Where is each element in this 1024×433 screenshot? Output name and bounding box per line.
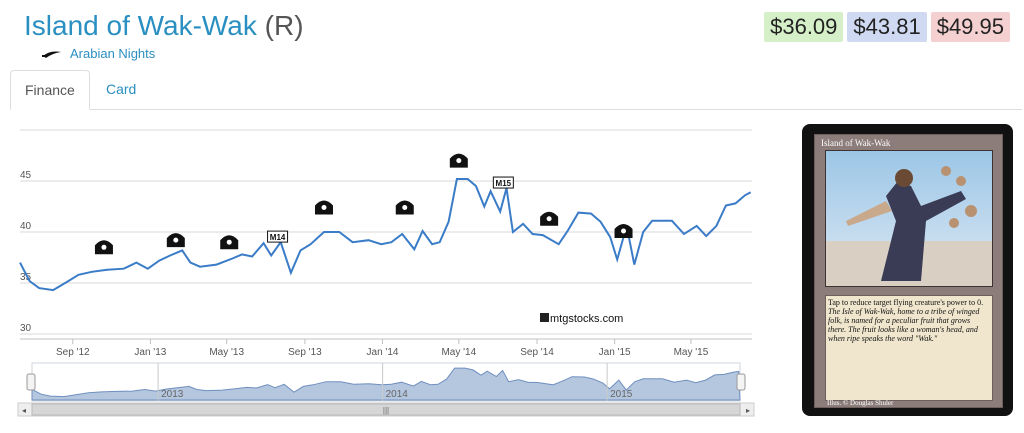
scroll-left-arrow-icon[interactable]: ◂ — [22, 406, 26, 415]
set-name: Arabian Nights — [70, 46, 156, 61]
range-navigator[interactable]: 2013 2014 2015 — [26, 362, 746, 402]
card-title: Island of Wak-Wak (R) — [24, 10, 304, 42]
watermark: mtgstocks.com — [540, 313, 623, 325]
set-symbol-trident-icon[interactable] — [314, 200, 333, 215]
scrollbar-grip-icon: ||| — [383, 406, 389, 415]
card-image-title: Island of Wak-Wak — [821, 138, 891, 148]
tab-finance[interactable]: Finance — [10, 70, 90, 110]
price-series-line — [19, 178, 752, 292]
set-symbol-crown-icon[interactable] — [94, 240, 113, 255]
x-tick-label: Jan '13 — [134, 347, 166, 358]
y-tick-label: 45 — [20, 170, 32, 181]
tab-bar: Finance Card — [10, 70, 1022, 110]
marker-label: M15 — [496, 179, 512, 188]
card-face: Island of Wak-Wak Tap to reduce target f… — [814, 134, 1003, 408]
set-symbol-khans-icon[interactable] — [540, 211, 559, 226]
y-tick-label: 40 — [20, 221, 32, 232]
x-tick-label: Sep '14 — [520, 347, 554, 358]
navigator-left-handle[interactable] — [26, 373, 36, 391]
scrollbar-thumb[interactable] — [31, 403, 741, 416]
set-symbol-dragon-icon[interactable] — [614, 223, 633, 238]
x-tick-label: Sep '12 — [56, 347, 90, 358]
scimitar-icon — [42, 51, 61, 58]
x-tick-label: Sep '13 — [288, 347, 322, 358]
navigator-year-label: 2013 — [161, 389, 184, 400]
card-artist: Illus. © Douglas Shuler — [827, 399, 894, 407]
set-symbol-trident-icon[interactable] — [395, 200, 414, 215]
price-average: $43.81 — [847, 12, 927, 42]
core-set-marker[interactable]: M15 — [492, 176, 514, 189]
x-tick-label: Jan '15 — [599, 347, 631, 358]
price-low: $36.09 — [764, 12, 844, 42]
card-image: Island of Wak-Wak Tap to reduce target f… — [802, 124, 1013, 416]
card-flavor-text: The Isle of Wak-Wak, home to a tribe of … — [828, 307, 980, 343]
card-text-box: Tap to reduce target flying creature's p… — [825, 295, 993, 401]
price-high: $49.95 — [930, 12, 1010, 42]
marker-label: M14 — [270, 233, 286, 242]
card-name: Island of Wak-Wak — [24, 10, 257, 41]
scroll-right-arrow-icon[interactable]: ▸ — [746, 406, 750, 415]
x-tick-label: Jan '14 — [367, 347, 399, 358]
tab-card[interactable]: Card — [106, 81, 137, 97]
card-artwork — [825, 150, 993, 287]
x-tick-label: May '14 — [441, 347, 476, 358]
navigator-series-area — [31, 367, 741, 401]
price-chart[interactable]: 30 35 40 45 Sep '12 Jan '13 May '13 Sep '13 Jan… — [0, 110, 790, 428]
navigator-year-label: 2015 — [610, 389, 633, 400]
y-tick-label: 35 — [20, 272, 32, 283]
set-link[interactable]: Arabian Nights — [42, 46, 155, 61]
x-tick-label: May '15 — [674, 347, 709, 358]
card-rules-text: Tap to reduce target flying creature's p… — [828, 298, 984, 307]
price-chart-area: 30 35 40 45 Sep '12 Jan '13 May '13 Sep '13 Jan… — [0, 110, 790, 428]
card-rarity: (R) — [264, 10, 304, 41]
y-tick-label: 30 — [20, 323, 32, 334]
watermark-text: mtgstocks.com — [550, 313, 623, 325]
navigator-right-handle[interactable] — [736, 373, 746, 391]
core-set-marker[interactable]: M14 — [267, 230, 289, 243]
set-symbol-wing-icon[interactable] — [166, 233, 185, 248]
set-symbol-trident-icon[interactable] — [449, 153, 468, 168]
x-tick-label: May '13 — [209, 347, 244, 358]
set-symbol-temple-icon[interactable] — [220, 235, 239, 250]
navigator-scrollbar[interactable]: ||| ◂ ▸ — [17, 402, 755, 417]
navigator-year-label: 2014 — [386, 389, 409, 400]
price-badges: $36.09 $43.81 $49.95 — [764, 12, 1010, 42]
